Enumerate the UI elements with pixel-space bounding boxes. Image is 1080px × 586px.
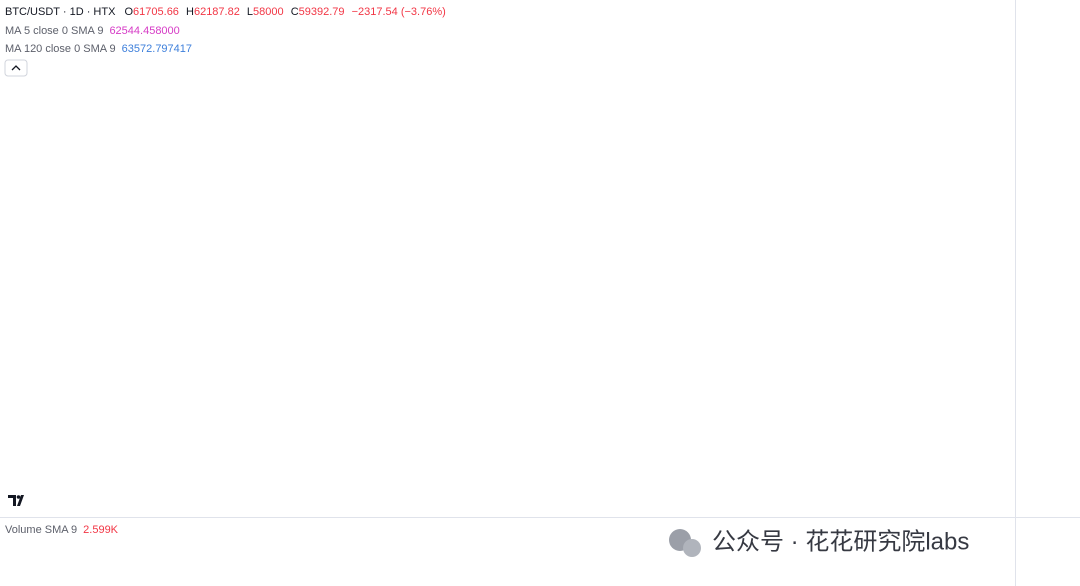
watermark: 公众号 · 花花研究院labs: [669, 528, 969, 557]
legend-ma: MA 120 close 0 SMA 9 63572.797417: [5, 43, 192, 55]
ma-name: MA 120 close 0 SMA 9: [5, 43, 116, 55]
ohlc-value: 62187.82: [194, 6, 240, 18]
ohlc-value: 59392.79: [299, 6, 345, 18]
logo-bg[interactable]: [4, 489, 30, 511]
symbol: BTC/USDT · 1D · HTX: [5, 6, 116, 18]
logo-dot[interactable]: [16, 495, 21, 499]
ohlc-label: L: [247, 6, 253, 18]
collapse-button[interactable]: [4, 59, 28, 77]
ohlc-value: 58000: [253, 6, 284, 18]
ma-value: 62544.458000: [109, 25, 179, 37]
ohlc-label: C: [291, 6, 299, 18]
volume-value: 2.599K: [83, 524, 119, 536]
volume-name: Volume SMA 9: [5, 524, 77, 536]
chevron-icon[interactable]: [11, 65, 21, 71]
change: −2317.54 (−3.76%): [352, 6, 446, 18]
ohlc-label: O: [124, 6, 133, 18]
ohlc-value: 61705.66: [133, 6, 179, 18]
legend-ohlc: BTC/USDT · 1D · HTX O61705.66 H62187.82 …: [5, 6, 446, 18]
watermark-text: 公众号 · 花花研究院labs: [712, 528, 969, 555]
ma-name: MA 5 close 0 SMA 9: [5, 25, 103, 37]
legend-volume: Volume SMA 9 2.599K: [5, 524, 119, 536]
ohlc-label: H: [186, 6, 194, 18]
legend-ma: MA 5 close 0 SMA 9 62544.458000: [5, 25, 180, 37]
button-frame[interactable]: [4, 59, 28, 77]
wechat-bubble: [683, 539, 701, 557]
tv-logo[interactable]: [4, 489, 30, 511]
ma-value: 63572.797417: [122, 43, 192, 55]
